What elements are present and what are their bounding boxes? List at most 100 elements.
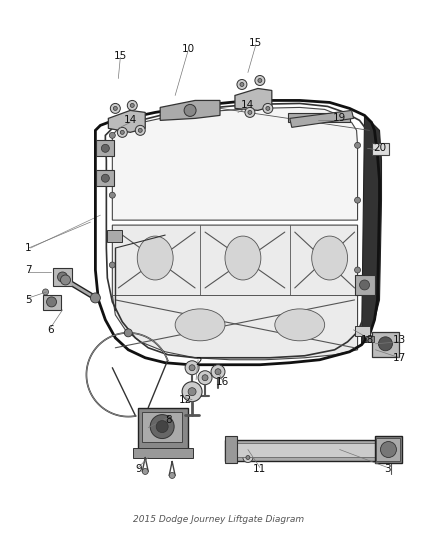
Circle shape <box>185 361 199 375</box>
Circle shape <box>245 108 255 117</box>
Circle shape <box>130 103 134 108</box>
Circle shape <box>101 174 110 182</box>
Bar <box>366 336 374 342</box>
Bar <box>228 442 385 456</box>
Circle shape <box>110 132 115 139</box>
Bar <box>374 435 403 464</box>
Text: 8: 8 <box>165 415 171 425</box>
Text: 6: 6 <box>47 325 54 335</box>
Circle shape <box>150 415 174 439</box>
Bar <box>107 230 122 242</box>
Circle shape <box>101 144 110 152</box>
Bar <box>42 295 60 310</box>
Bar <box>96 170 114 186</box>
Bar <box>225 440 389 462</box>
Circle shape <box>184 104 196 116</box>
Text: 9: 9 <box>135 464 141 474</box>
Ellipse shape <box>225 236 261 280</box>
Circle shape <box>246 456 250 459</box>
Circle shape <box>202 375 208 381</box>
Circle shape <box>263 103 273 114</box>
Bar <box>355 275 374 295</box>
Circle shape <box>237 79 247 90</box>
Circle shape <box>120 131 124 134</box>
Circle shape <box>189 365 195 371</box>
Circle shape <box>46 297 57 307</box>
Ellipse shape <box>137 236 173 280</box>
Ellipse shape <box>312 236 348 280</box>
Text: 14: 14 <box>124 115 137 125</box>
Circle shape <box>378 337 392 351</box>
Text: 19: 19 <box>333 114 346 123</box>
Text: 20: 20 <box>373 143 386 154</box>
Circle shape <box>113 107 117 110</box>
Text: 2015 Dodge Journey Liftgate Diagram: 2015 Dodge Journey Liftgate Diagram <box>134 515 304 524</box>
Polygon shape <box>108 110 145 132</box>
Text: 16: 16 <box>215 377 229 387</box>
Polygon shape <box>160 100 220 120</box>
Polygon shape <box>112 225 357 360</box>
Circle shape <box>355 267 360 273</box>
Circle shape <box>117 127 127 138</box>
Text: 15: 15 <box>249 38 262 47</box>
Text: 12: 12 <box>178 394 192 405</box>
Circle shape <box>110 103 120 114</box>
Text: 2: 2 <box>195 357 201 367</box>
Circle shape <box>156 421 168 433</box>
Circle shape <box>360 280 370 290</box>
Text: 10: 10 <box>181 44 194 54</box>
Text: 11: 11 <box>253 464 266 474</box>
Text: 17: 17 <box>393 353 406 363</box>
Circle shape <box>110 262 115 268</box>
Text: 1: 1 <box>25 243 32 253</box>
Bar <box>53 268 72 286</box>
Circle shape <box>255 76 265 85</box>
Text: 18: 18 <box>361 335 374 345</box>
Circle shape <box>188 387 196 395</box>
Circle shape <box>215 369 221 375</box>
Circle shape <box>248 110 252 115</box>
Bar <box>225 435 237 464</box>
Circle shape <box>198 371 212 385</box>
Text: 13: 13 <box>393 335 406 345</box>
Circle shape <box>258 78 262 83</box>
Circle shape <box>90 293 100 303</box>
Bar <box>371 332 399 357</box>
Circle shape <box>60 275 71 285</box>
Bar <box>288 114 350 123</box>
Polygon shape <box>235 88 272 110</box>
Circle shape <box>138 128 142 132</box>
Circle shape <box>243 453 253 463</box>
Bar <box>138 408 188 449</box>
Bar <box>142 411 182 441</box>
Circle shape <box>381 441 396 457</box>
Circle shape <box>355 197 360 203</box>
Circle shape <box>142 469 148 474</box>
Ellipse shape <box>275 309 325 341</box>
Circle shape <box>182 382 202 402</box>
Text: 14: 14 <box>241 100 254 110</box>
Text: 5: 5 <box>25 295 32 305</box>
Text: 3: 3 <box>384 464 391 474</box>
Circle shape <box>169 472 175 479</box>
Bar <box>355 326 370 336</box>
Circle shape <box>240 83 244 86</box>
Circle shape <box>135 125 145 135</box>
Text: 7: 7 <box>25 265 32 275</box>
Circle shape <box>211 365 225 379</box>
Circle shape <box>124 329 132 337</box>
Polygon shape <box>112 108 357 220</box>
Circle shape <box>110 192 115 198</box>
Bar <box>96 140 114 156</box>
Polygon shape <box>361 116 381 345</box>
Polygon shape <box>290 110 353 127</box>
Circle shape <box>266 107 270 110</box>
Circle shape <box>57 272 67 282</box>
Bar <box>377 438 400 462</box>
Bar <box>133 448 193 457</box>
Circle shape <box>42 289 49 295</box>
Bar <box>371 143 389 155</box>
Circle shape <box>355 142 360 148</box>
Text: 15: 15 <box>114 51 127 61</box>
Circle shape <box>127 100 137 110</box>
